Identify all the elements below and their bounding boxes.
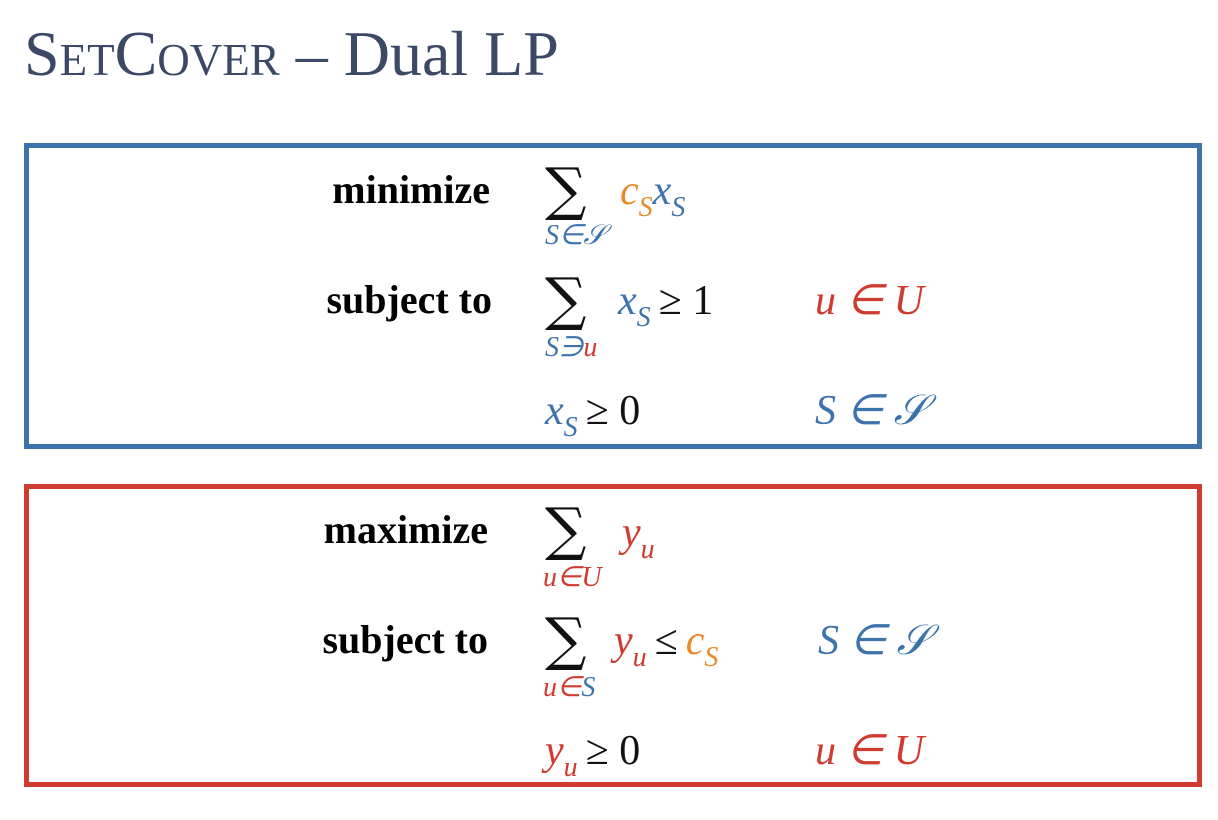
primal-objective-sum-index: S∈𝒮 [545, 220, 606, 251]
primal-objective-var-sub: S [671, 192, 686, 223]
dual-objective-expr: yu [622, 510, 655, 564]
dual-constraint-var-sub: u [632, 642, 647, 673]
primal-constraint-index-u: u [583, 332, 598, 363]
dual-constraint-index-u: u∈ [543, 672, 582, 703]
title-name: SetCover [24, 18, 280, 89]
dual-nonneg-var-sub: u [563, 752, 578, 783]
primal-objective-keyword: minimize [332, 167, 490, 212]
primal-lp-box [24, 143, 1202, 449]
dual-constraint-expr: yu ≤ cS [614, 618, 718, 672]
dual-constraint-coef: c [685, 618, 705, 664]
dual-constraint-coef-sub: S [704, 642, 719, 673]
dual-constraint-index-set: S [581, 672, 596, 703]
primal-nonneg-expr: xS ≥ 0 [545, 388, 648, 442]
dual-objective-sum-icon: ∑ [545, 495, 587, 563]
primal-nonneg-var: x [545, 388, 564, 434]
dual-constraint-keyword: subject to [322, 617, 488, 662]
primal-objective-sum-icon: ∑ [545, 155, 587, 223]
page-title: SetCover – Dual LP [24, 22, 559, 86]
dual-objective-var-sub: u [640, 534, 655, 565]
title-suffix: – Dual LP [279, 18, 559, 89]
dual-constraint-sum-index: u∈S [543, 674, 595, 702]
dual-nonneg-var: y [545, 728, 564, 774]
primal-objective-expr: cSxS [620, 168, 685, 222]
dual-constraint-sum-icon: ∑ [545, 605, 587, 673]
primal-constraint-keyword: subject to [326, 277, 492, 322]
dual-nonneg-domain: u ∈ U [815, 728, 924, 774]
dual-lp-box [24, 484, 1202, 787]
primal-constraint-var-sub: S [636, 302, 651, 333]
primal-objective-coef: c [620, 168, 639, 214]
dual-constraint-var: y [614, 618, 633, 664]
dual-objective-var: y [622, 510, 641, 556]
primal-constraint-op: ≥ 1 [658, 278, 714, 324]
primal-nonneg-domain: S ∈ 𝒮 [815, 388, 927, 434]
primal-constraint-sum-icon: ∑ [545, 265, 587, 333]
dual-constraint-op: ≤ [654, 618, 678, 664]
dual-nonneg-expr: yu ≥ 0 [545, 728, 648, 782]
dual-objective-keyword: maximize [323, 507, 488, 552]
dual-objective-sum-index: u∈U [543, 562, 602, 593]
dual-nonneg-op: ≥ 0 [585, 728, 641, 774]
dual-constraint-domain: S ∈ 𝒮 [818, 618, 930, 664]
primal-constraint-domain: u ∈ U [815, 278, 924, 324]
primal-objective-var: x [652, 168, 672, 214]
primal-objective-coef-sub: S [638, 192, 653, 223]
primal-nonneg-op: ≥ 0 [585, 388, 641, 434]
primal-constraint-index-set: S∋ [545, 332, 584, 363]
primal-nonneg-var-sub: S [563, 412, 578, 443]
primal-constraint-expr: xS ≥ 1 [618, 278, 721, 332]
primal-constraint-var: x [618, 278, 637, 324]
primal-constraint-sum-index: S∋u [545, 334, 597, 362]
